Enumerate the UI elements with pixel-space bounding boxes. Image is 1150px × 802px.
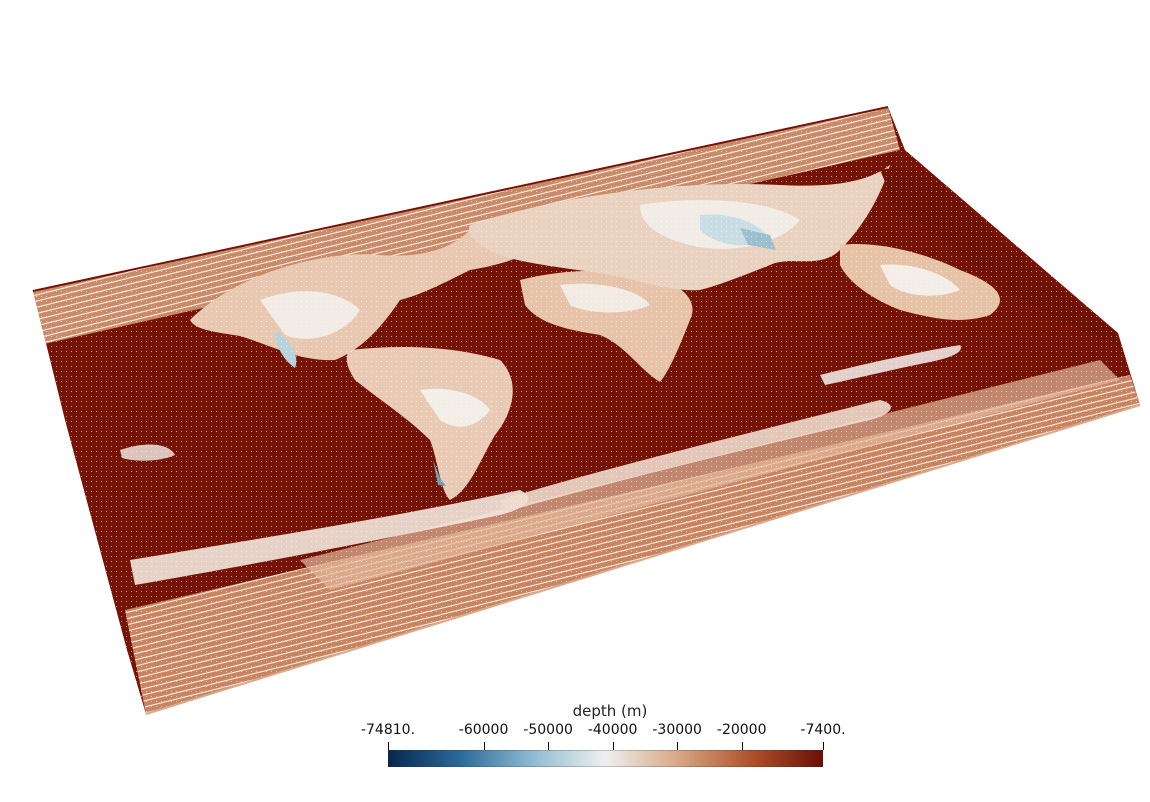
colorbar-tick-label: -30000 [652, 722, 702, 738]
colorbar-tick-mark [741, 742, 743, 750]
colorbar-tick-label: -40000 [587, 722, 638, 738]
colorbar-tick-mark [388, 742, 389, 750]
colorbar-gradient [388, 750, 823, 767]
colorbar-legend: depth (m) -74810. -60000 -50000 -40000 -3000… [360, 700, 860, 780]
colorbar-title: depth (m) [572, 702, 648, 720]
colorbar-tick-label: -50000 [523, 722, 573, 738]
colorbar-tick-label: -20000 [716, 722, 767, 738]
colorbar-tick-label: -74810. [360, 722, 416, 738]
colorbar-tick-mark [823, 742, 824, 750]
colorbar-tick-label: -60000 [458, 722, 509, 738]
colorbar-tick-mark [483, 742, 485, 750]
colorbar-tick-mark [548, 742, 550, 750]
colorbar-tick-mark [612, 742, 614, 750]
colorbar-tick-mark [677, 742, 679, 750]
colorbar-tick-label: -7400. [800, 722, 846, 738]
